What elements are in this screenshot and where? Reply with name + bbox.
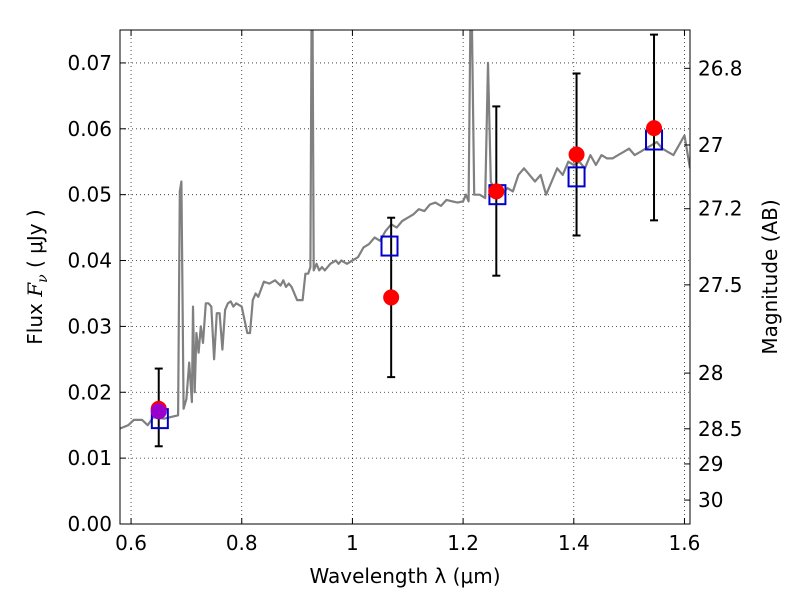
x-tick-label: 0.6 — [115, 531, 147, 555]
model-square-marker — [380, 235, 399, 257]
highlighted-marker — [150, 403, 167, 420]
points-layer — [150, 33, 664, 448]
y2-tick-label: 27.2 — [698, 197, 743, 221]
y-tick-label: 0.02 — [67, 380, 112, 404]
observed-flux-marker — [568, 146, 585, 163]
y-tick-label: 0.06 — [67, 117, 112, 141]
y2-tick-label: 30 — [698, 488, 723, 512]
y2-tick-label: 28.5 — [698, 417, 743, 441]
y2-tick-label: 27.5 — [698, 273, 743, 297]
grid-layer — [120, 30, 690, 525]
spectrum-layer — [120, 30, 690, 430]
observed-flux-marker — [646, 120, 663, 137]
x-tick-label: 0.8 — [226, 531, 258, 555]
spectrum-line — [120, 30, 690, 430]
y2-tick-label: 28 — [698, 361, 723, 385]
x-tick-label: 1.4 — [558, 531, 590, 555]
y-tick-label: 0.03 — [67, 314, 112, 338]
observed-flux-marker — [383, 289, 400, 306]
x-tick-label: 1 — [346, 531, 359, 555]
ticks-layer: 0.6 0.8 1 1.2 1.4 1.6 0.00 0.01 0.02 0.03 0.04 0.05… — [67, 30, 743, 555]
y-tick-label: 0.00 — [67, 512, 112, 536]
y-tick-label: 0.05 — [67, 183, 112, 207]
y-axis-label-suffix: ( μJy ) — [23, 209, 47, 274]
y-tick-label: 0.01 — [67, 446, 112, 470]
y-tick-label: 0.07 — [67, 51, 112, 75]
y-axis-label-subscript: ν — [35, 274, 51, 283]
x-tick-label: 1.6 — [669, 531, 701, 555]
y-tick-label: 0.04 — [67, 249, 112, 273]
x-tick-label: 1.2 — [447, 531, 479, 555]
y-axis-label: Flux Fν ( μJy ) — [23, 209, 51, 344]
model-square-marker — [567, 166, 586, 188]
observed-flux-marker — [488, 183, 505, 200]
y2-axis-label: Magnitude (AB) — [758, 199, 782, 354]
y2-tick-label: 26.8 — [698, 56, 743, 80]
y-axis-label-prefix: Flux — [23, 297, 47, 345]
x-axis-label: Wavelength λ (μm) — [309, 564, 500, 588]
y-axis-label-symbol: F — [23, 282, 47, 298]
y2-tick-label: 27 — [698, 133, 723, 157]
y2-tick-label: 29 — [698, 452, 723, 476]
plot-frame — [119, 29, 691, 525]
